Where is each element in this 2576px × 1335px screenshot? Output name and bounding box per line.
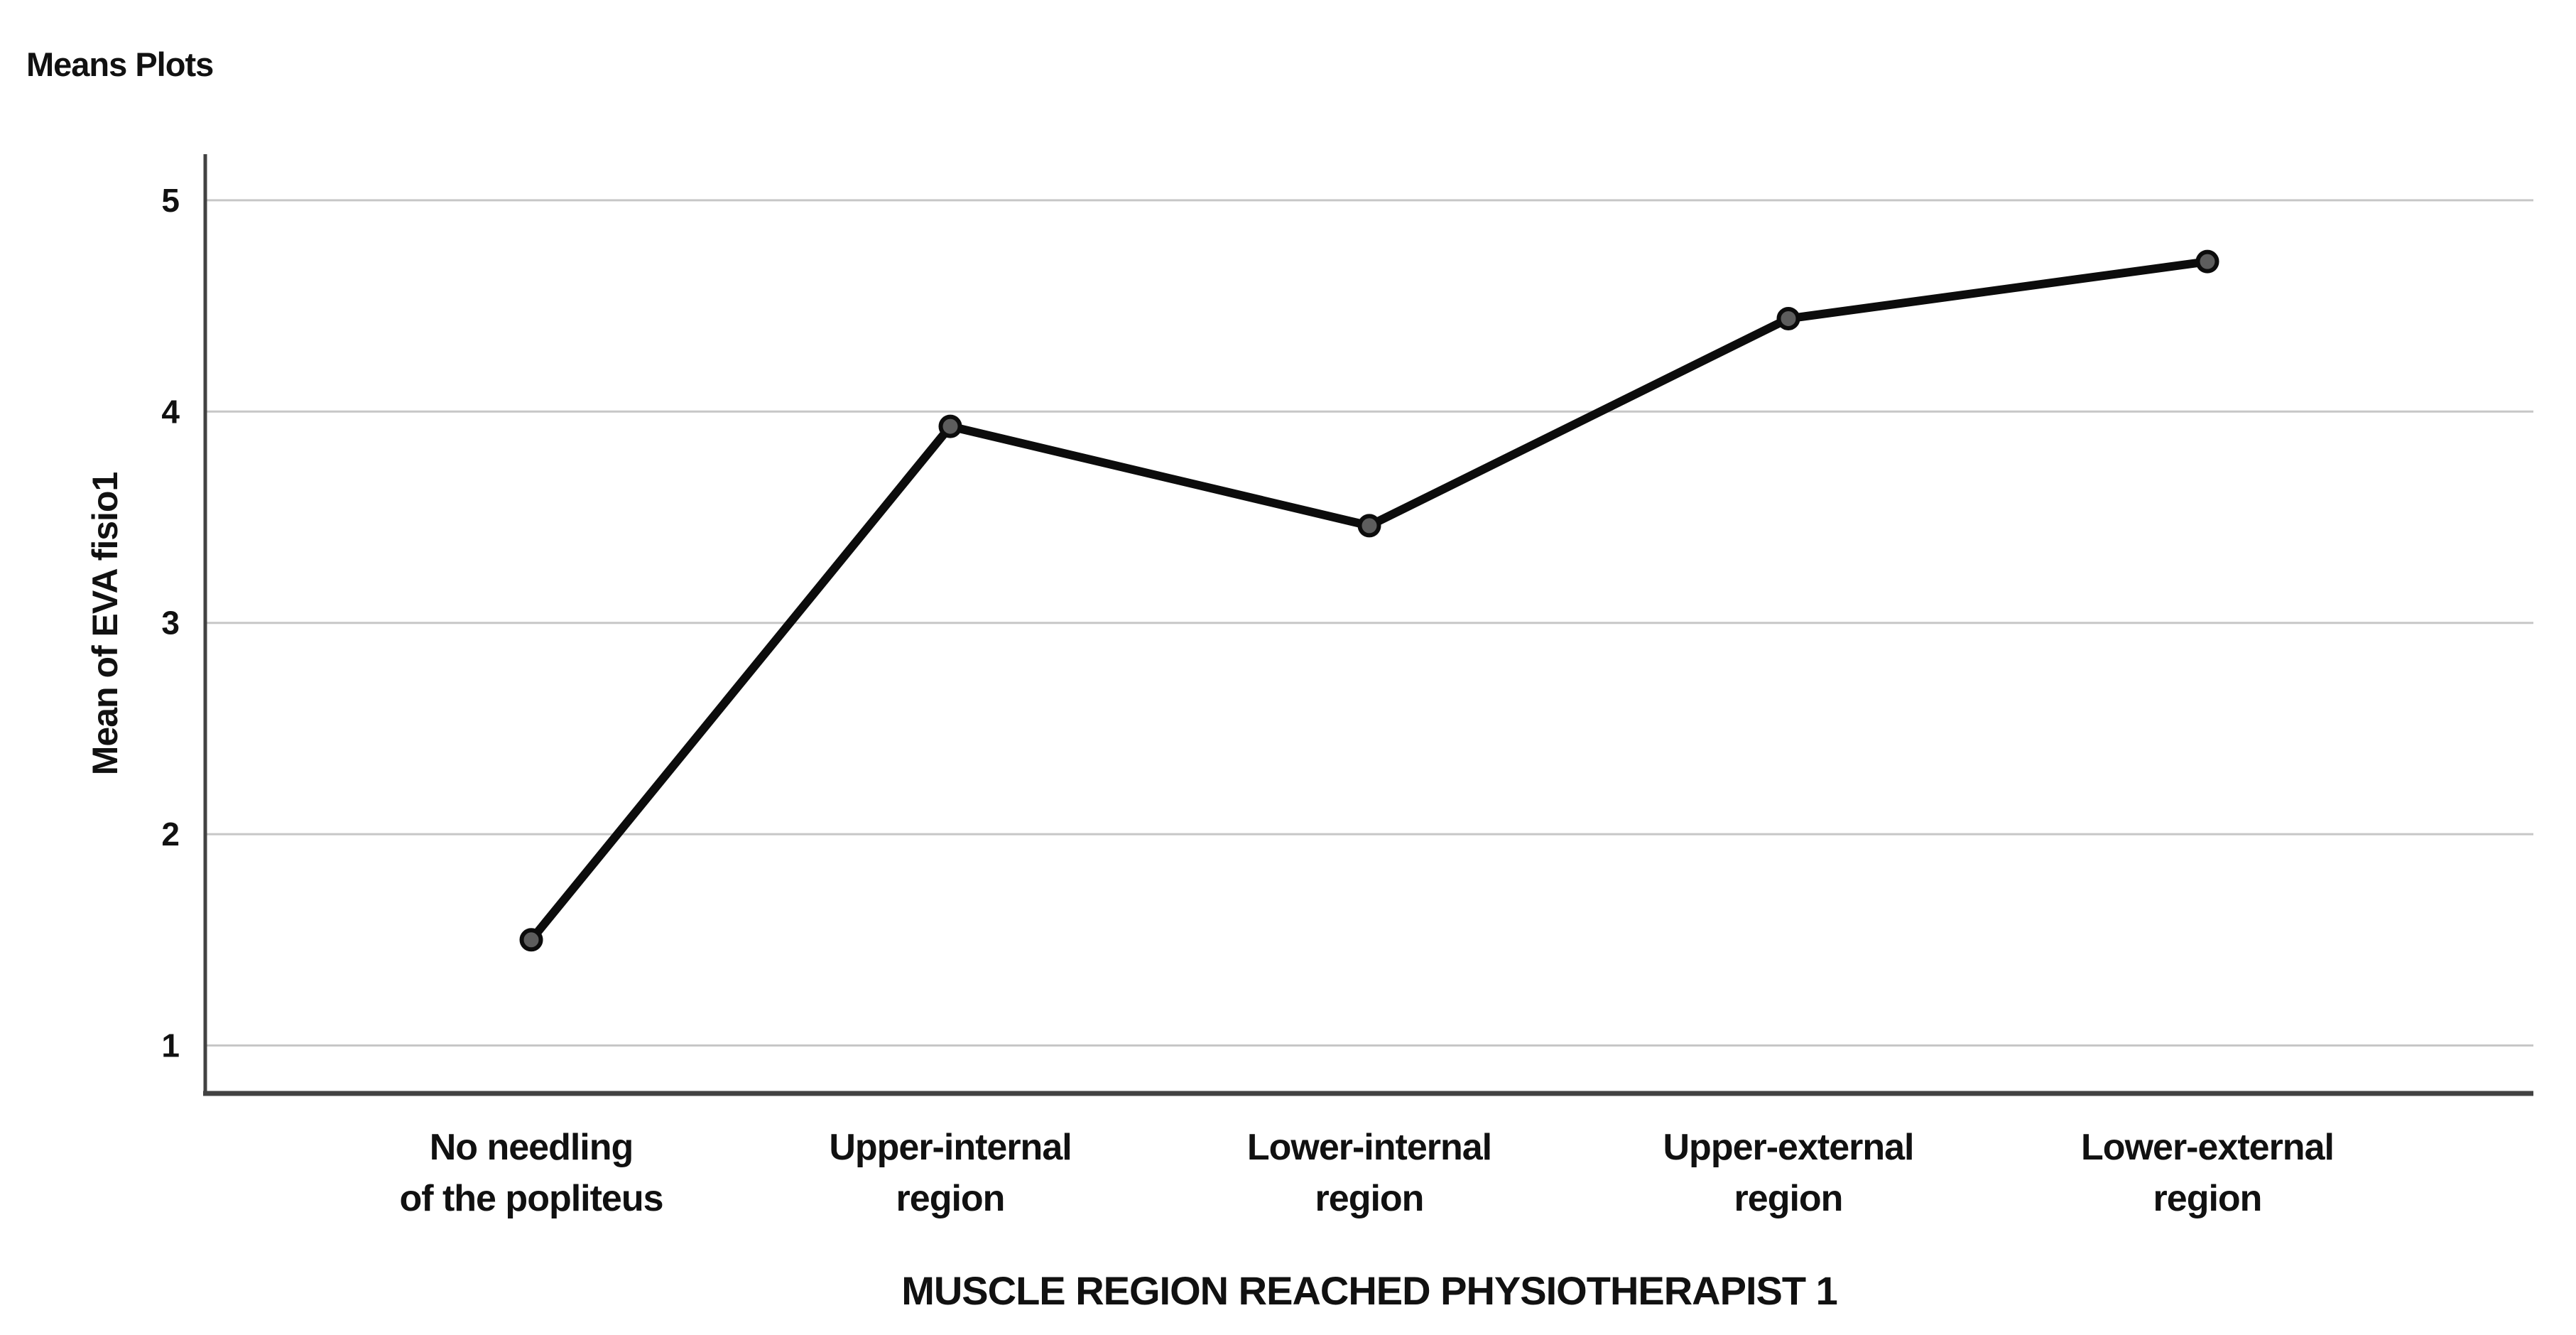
y-tick-label: 1 (161, 1027, 179, 1064)
x-category-label: Upper-internal region (829, 1127, 1071, 1219)
x-category-label-line: Upper-internal (829, 1127, 1071, 1168)
x-category-label-line: region (1315, 1178, 1424, 1219)
data-line (527, 257, 2212, 944)
y-tick-label: 3 (161, 605, 179, 642)
y-tick-label: 4 (161, 393, 180, 430)
x-category-label: Lower-internal region (1247, 1127, 1491, 1219)
x-category-label-line: Lower-internal (1247, 1127, 1491, 1168)
x-category-label-line: region (896, 1178, 1005, 1219)
y-axis-label: Mean of EVA fisio1 (85, 472, 125, 776)
y-tick-label: 2 (161, 816, 179, 853)
x-category-label: Lower-external region (2081, 1127, 2334, 1219)
data-point-marker (2195, 249, 2219, 274)
data-point-marker (1357, 514, 1381, 538)
x-category-label-line: Lower-external (2081, 1127, 2334, 1168)
data-point-marker (938, 414, 962, 438)
x-category-label-line: No needling (430, 1127, 634, 1168)
x-category-label-line: region (2153, 1178, 2262, 1219)
x-category-label-line: Upper-external (1663, 1127, 1914, 1168)
x-category-label-line: of the popliteus (399, 1178, 663, 1219)
data-point-marker (519, 928, 543, 952)
x-axis-label: MUSCLE REGION REACHED PHYSIOTHERAPIST 1 (901, 1268, 1837, 1313)
chart-title: Means Plots (26, 45, 213, 83)
data-point-marker (1776, 306, 1800, 330)
x-category-label: Upper-external region (1663, 1127, 1914, 1219)
y-tick-label: 5 (161, 182, 179, 219)
x-category-label: No needling of the popliteus (399, 1127, 663, 1219)
x-category-label-line: region (1734, 1178, 1843, 1219)
